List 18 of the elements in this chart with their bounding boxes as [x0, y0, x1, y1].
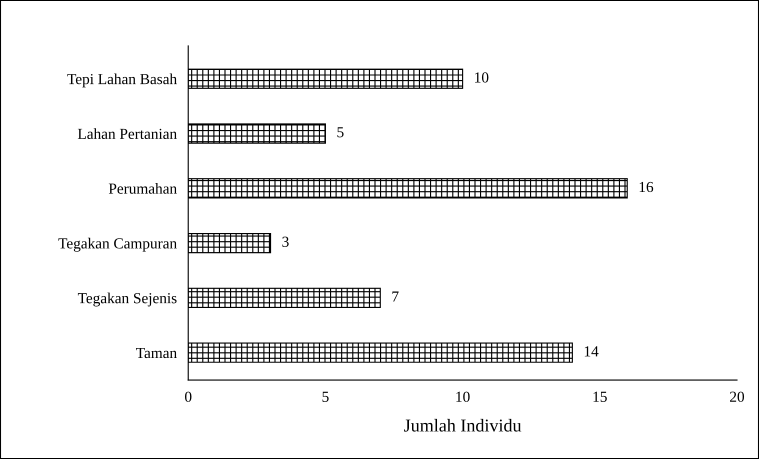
x-tick-label: 0: [184, 392, 192, 402]
data-label: 5: [337, 127, 344, 138]
data-label: 14: [584, 346, 599, 356]
x-axis-title: Jumlah Individu: [404, 418, 522, 432]
y-tick-label: Taman: [136, 348, 177, 358]
y-tick-label: Tegakan Campuran: [58, 238, 177, 252]
x-tick-label: 5: [322, 392, 329, 402]
data-label: 7: [392, 292, 399, 302]
y-tick-label: Lahan Pertanian: [78, 128, 177, 139]
y-tick-label: Tepi Lahan Basah: [67, 73, 177, 88]
data-label: 10: [475, 72, 488, 83]
data-label: 16: [640, 182, 654, 192]
y-tick-label: Perumahan: [108, 183, 177, 194]
data-label: 3: [282, 236, 289, 247]
y-tick-label: Tegakan Sejenis: [78, 292, 177, 306]
x-tick-label: 20: [730, 392, 744, 402]
x-tick-label: 15: [594, 392, 607, 402]
x-tick-label: 10: [456, 392, 470, 402]
